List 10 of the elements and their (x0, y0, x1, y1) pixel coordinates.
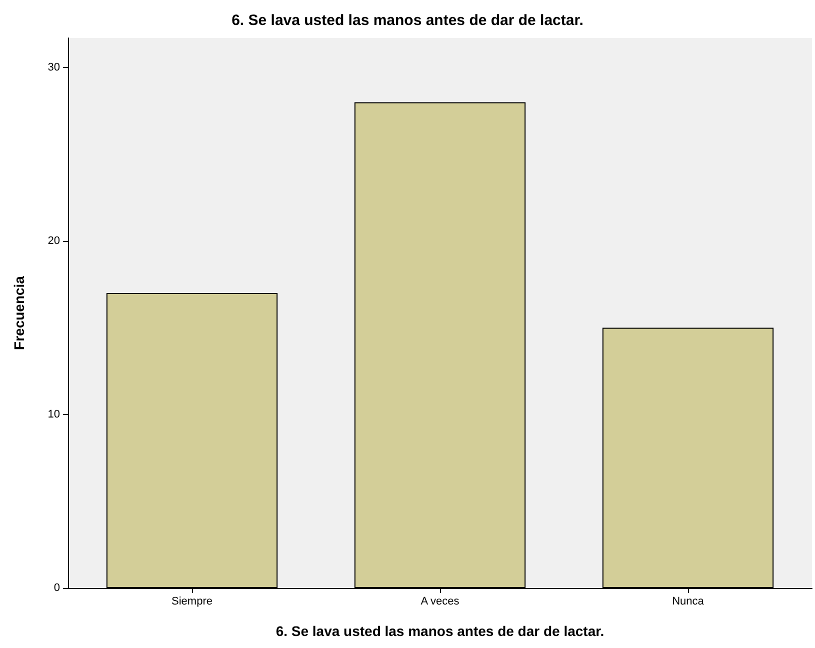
y-tick-label: 20 (48, 234, 60, 247)
x-tick-label: Nunca (672, 596, 705, 608)
y-tick-label: 0 (54, 582, 60, 594)
x-tick-label: Siempre (172, 596, 212, 608)
y-tick-label: 30 (48, 61, 60, 74)
x-tick-label: A veces (420, 596, 460, 608)
x-axis-title: 6. Se lava usted las manos antes de dar de lactar. (276, 623, 604, 639)
y-axis-title: Frecuencia (11, 276, 27, 350)
y-tick-label: 10 (48, 408, 60, 420)
chart-title: 6. Se lava usted las manos antes de dar de lactar. (232, 12, 584, 29)
